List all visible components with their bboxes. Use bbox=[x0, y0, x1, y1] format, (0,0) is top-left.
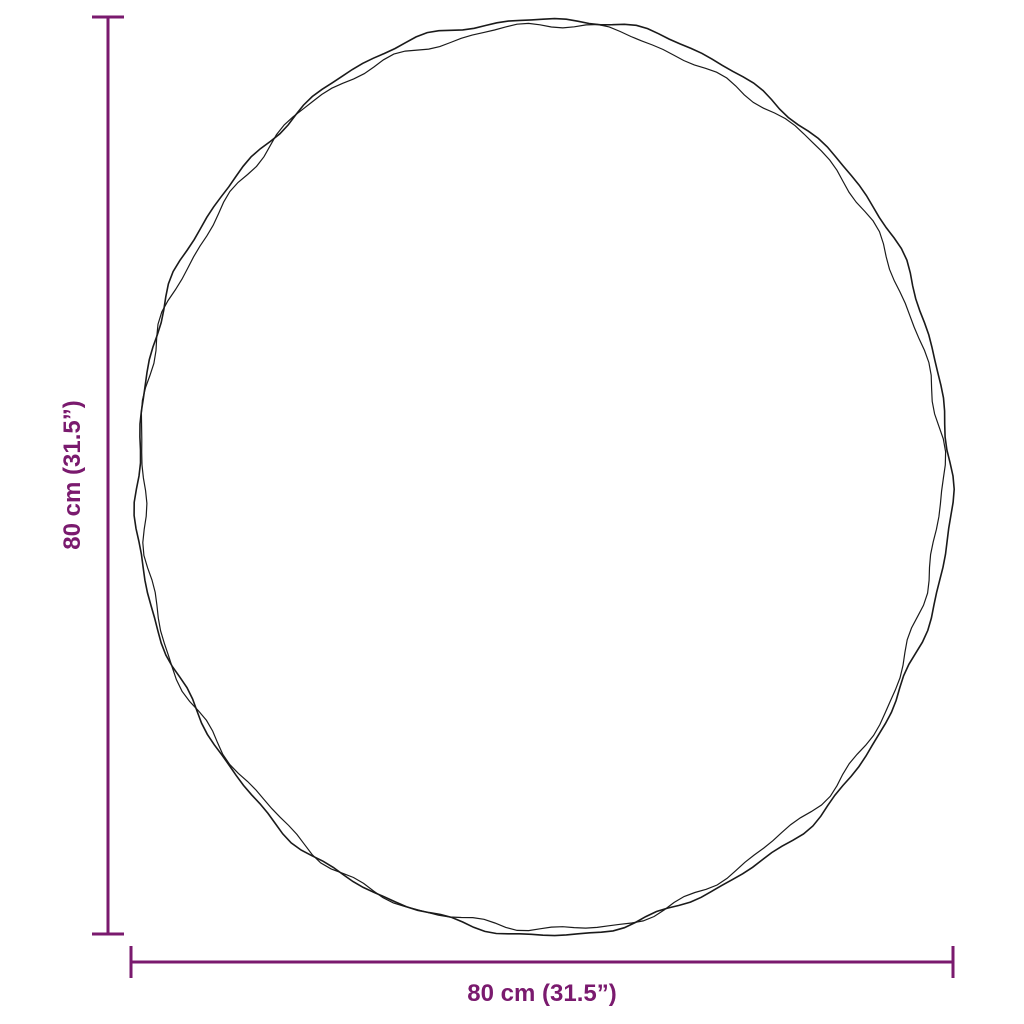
height-label: 80 cm (31.5”) bbox=[59, 400, 86, 550]
mirror-edge-inner bbox=[140, 22, 947, 932]
width-label: 80 cm (31.5”) bbox=[467, 980, 617, 1007]
mirror-outline bbox=[133, 17, 956, 937]
